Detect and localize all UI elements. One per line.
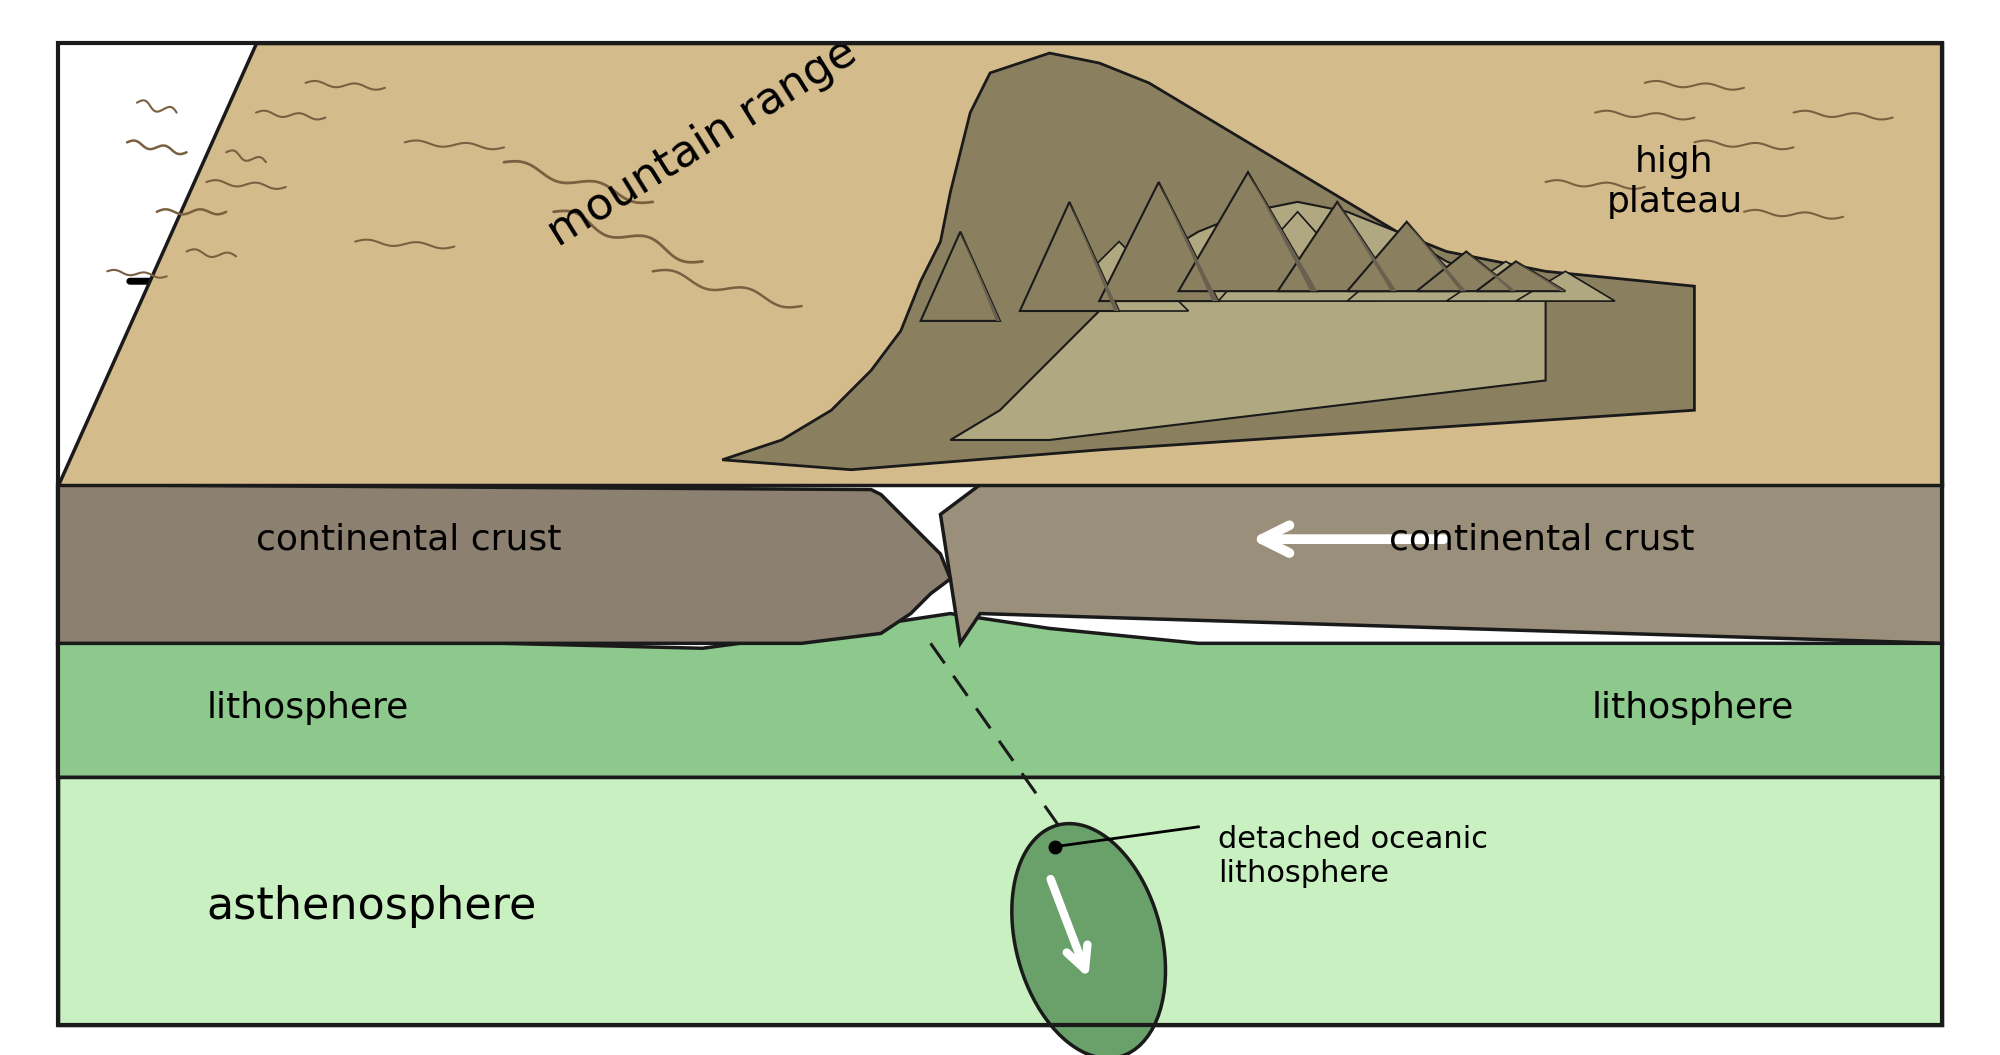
Text: mountain range: mountain range — [540, 30, 864, 254]
Text: high
plateau: high plateau — [1606, 146, 1742, 218]
Polygon shape — [1248, 172, 1318, 291]
Polygon shape — [960, 232, 1000, 321]
Polygon shape — [58, 43, 1942, 484]
Polygon shape — [58, 614, 1942, 778]
Polygon shape — [1476, 262, 1566, 291]
Text: lithosphere: lithosphere — [1592, 691, 1794, 725]
Polygon shape — [722, 53, 1694, 469]
Polygon shape — [1020, 202, 1120, 311]
Polygon shape — [1446, 262, 1566, 301]
Polygon shape — [1338, 202, 1396, 291]
Polygon shape — [58, 778, 1942, 1025]
Polygon shape — [1158, 183, 1218, 301]
Polygon shape — [1178, 172, 1318, 291]
Polygon shape — [1348, 222, 1466, 291]
Polygon shape — [1070, 202, 1120, 311]
Polygon shape — [1516, 262, 1566, 291]
Polygon shape — [1278, 202, 1396, 291]
Text: lithosphere: lithosphere — [206, 691, 408, 725]
Polygon shape — [1466, 251, 1516, 291]
Polygon shape — [920, 232, 1000, 321]
Polygon shape — [1218, 212, 1376, 301]
Text: continental crust: continental crust — [256, 522, 562, 556]
Polygon shape — [950, 202, 1546, 440]
Polygon shape — [1012, 824, 1166, 1055]
Polygon shape — [1416, 251, 1516, 291]
Polygon shape — [1348, 242, 1486, 301]
Polygon shape — [1100, 183, 1218, 301]
Polygon shape — [1516, 271, 1616, 301]
Text: detached oceanic
lithosphere: detached oceanic lithosphere — [1218, 825, 1488, 888]
Polygon shape — [1050, 242, 1188, 311]
Text: asthenosphere: asthenosphere — [206, 885, 536, 927]
Polygon shape — [58, 484, 950, 644]
Polygon shape — [940, 484, 1942, 644]
Polygon shape — [1406, 222, 1466, 291]
Text: continental crust: continental crust — [1388, 522, 1694, 556]
